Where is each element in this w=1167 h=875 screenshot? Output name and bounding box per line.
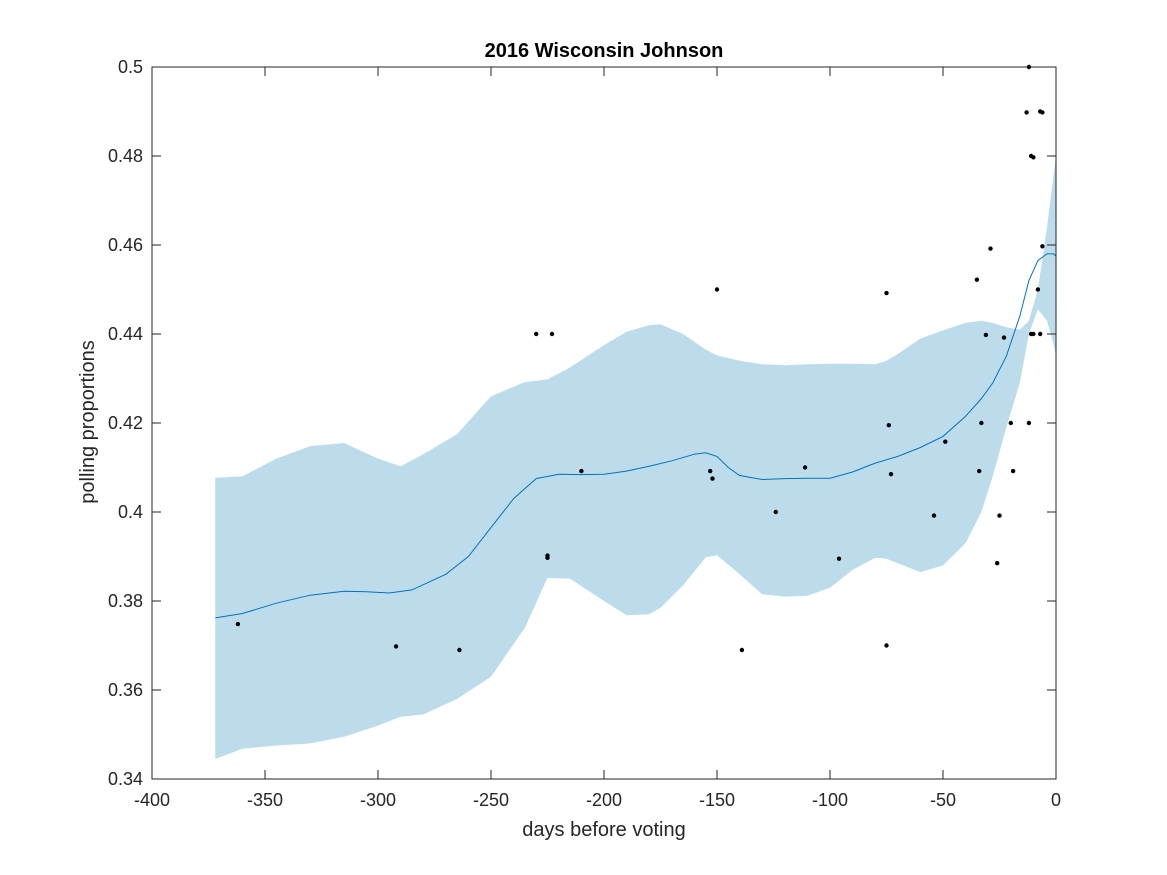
y-tick-label: 0.46 [108, 235, 143, 255]
x-tick-label: -300 [360, 790, 396, 810]
poll-point [1035, 287, 1041, 292]
y-tick-label: 0.5 [118, 57, 143, 77]
x-tick-label: -350 [247, 790, 283, 810]
poll-point [979, 420, 984, 426]
poll-point [931, 513, 937, 518]
poll-point [995, 561, 1000, 566]
poll-point [579, 468, 584, 474]
poll-point [534, 331, 539, 337]
poll-point [983, 332, 989, 338]
poll-point [393, 644, 399, 649]
plot-area [215, 64, 1057, 759]
x-tick-label: -200 [586, 790, 622, 810]
poll-point [974, 277, 980, 282]
poll-point [739, 647, 745, 653]
poll-point [886, 423, 891, 428]
x-tick-label: -100 [812, 790, 848, 810]
poll-point [1024, 110, 1029, 115]
x-tick-label: -250 [473, 790, 509, 810]
poll-point [884, 643, 889, 648]
poll-point [997, 513, 1002, 518]
x-axis-title: days before voting [522, 819, 685, 841]
poll-point [1008, 420, 1013, 426]
y-tick-label: 0.44 [108, 324, 143, 344]
poll-point [836, 556, 842, 561]
y-tick-label: 0.34 [108, 769, 143, 789]
poll-point [884, 290, 889, 296]
poll-point [708, 468, 713, 474]
poll-point [1001, 335, 1007, 340]
poll-point [1040, 244, 1045, 249]
x-tick-label: 0 [1051, 790, 1061, 810]
poll-point [1026, 420, 1032, 426]
x-tick-label: -400 [134, 790, 170, 810]
y-tick-label: 0.36 [108, 680, 143, 700]
poll-point [1031, 331, 1036, 337]
y-tick-label: 0.38 [108, 591, 143, 611]
poll-point [1040, 110, 1045, 115]
poll-point [549, 331, 555, 337]
chart-title: 2016 Wisconsin Johnson [485, 40, 724, 62]
y-tick-label: 0.48 [108, 146, 143, 166]
poll-point [888, 472, 894, 477]
x-tick-label: -150 [699, 790, 735, 810]
poll-point [545, 555, 550, 560]
poll-point [235, 621, 241, 627]
trend-line [215, 253, 1057, 619]
poll-point [714, 287, 720, 292]
poll-point [1031, 155, 1036, 160]
y-tick-label: 0.4 [118, 502, 143, 522]
poll-point [1010, 468, 1016, 474]
axes: -400 -350 -300 -250 -200 -150 -100 -50 0 0.34 0.36… [108, 57, 1061, 810]
poll-point [943, 439, 948, 444]
poll-point [802, 465, 808, 470]
x-tick-label: -50 [930, 790, 956, 810]
poll-point [710, 476, 715, 481]
confidence-band [215, 156, 1057, 759]
poll-point [1038, 331, 1043, 337]
y-tick-label: 0.42 [108, 413, 143, 433]
poll-point [457, 647, 462, 653]
poll-point [977, 468, 982, 474]
poll-point [773, 509, 778, 515]
y-axis-title: polling proportions [77, 340, 99, 503]
poll-point [988, 246, 993, 251]
